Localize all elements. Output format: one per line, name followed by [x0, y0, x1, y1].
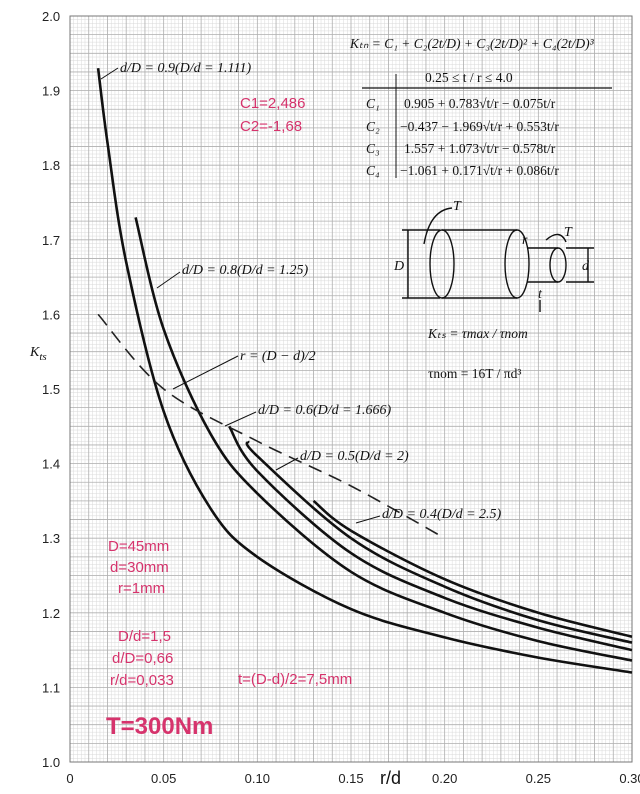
note-D: D=45mm [108, 538, 169, 555]
leader-d08 [156, 271, 181, 289]
formula-main: Kₜₙ = C₁ + C₂(2t/D) + C₃(2t/D)² + C₄(2t/… [349, 36, 595, 51]
note-t: t=(D-d)/2=7,5mm [238, 671, 352, 688]
diagram-label-d: d [582, 259, 590, 274]
formula-block: Kₜₙ = C₁ + C₂(2t/D) + C₃(2t/D)² + C₄(2t/… [349, 36, 612, 178]
y-tick-label: 1.9 [42, 84, 60, 99]
x-tick-label: 0.15 [338, 771, 363, 786]
y-tick-label: 1.6 [42, 307, 60, 322]
shaft-diagram [402, 207, 594, 312]
x-tick-label: 0.30 [619, 771, 640, 786]
series-curve-0 [96, 68, 633, 674]
series-curve-4 [312, 499, 633, 638]
coef-c3-name: C₃ [366, 141, 380, 156]
diagram-label-D: D [393, 259, 404, 274]
tnom-definition: τnom = 16T / πd³ [428, 366, 521, 381]
kts-definition: Kₜₛ = τmax / τnom [427, 326, 528, 341]
diagram-label-T-top: T [453, 199, 462, 214]
label-dash: r = (D − d)/2 [240, 349, 316, 364]
x-tick-label: 0.20 [432, 771, 457, 786]
note-Dd: D/d=1,5 [118, 628, 171, 645]
diagram-label-T-right: T [564, 225, 573, 240]
diagram-label-t: t [538, 287, 543, 302]
coef-c2-value: −0.437 − 1.969√t/r + 0.553t/r [400, 119, 559, 134]
coef-c4-value: −1.061 + 0.171√t/r + 0.086t/r [400, 163, 559, 178]
tick-labels: 1.0 1.1 1.2 1.3 1.4 1.5 1.6 1.7 1.8 1.9 2.0 0 0.05 0.… [42, 9, 640, 786]
leader-d09 [100, 67, 119, 80]
coef-c1-name: C₁ [366, 96, 380, 111]
y-tick-label: 1.0 [42, 755, 60, 770]
leader-dash [172, 355, 239, 390]
leader-d04 [355, 515, 381, 524]
label-d06: d/D = 0.6(D/d = 1.666) [258, 403, 392, 418]
label-d08: d/D = 0.8(D/d = 1.25) [182, 263, 309, 278]
x-axis-label: r/d [380, 768, 401, 788]
curves [96, 68, 633, 674]
note-rd: r/d=0,033 [110, 672, 174, 689]
plot-frame [69, 15, 633, 763]
shaft-shoulder [504, 229, 530, 299]
coef-c3-value: 1.557 + 1.073√t/r − 0.578t/r [404, 141, 556, 156]
note-c2: C2=-1,68 [240, 118, 302, 135]
leader-d05 [275, 457, 299, 471]
label-d04: d/D = 0.4(D/d = 2.5) [382, 507, 502, 522]
x-tick-label: 0.05 [151, 771, 176, 786]
coef-c1-value: 0.905 + 0.783√t/r − 0.075t/r [404, 96, 556, 111]
formula-range: 0.25 ≤ t / r ≤ 4.0 [425, 70, 513, 85]
x-tick-label: 0.25 [526, 771, 551, 786]
note-dD: d/D=0,66 [112, 650, 173, 667]
y-tick-label: 2.0 [42, 9, 60, 24]
series-curve-2 [228, 425, 633, 652]
y-tick-label: 1.2 [42, 606, 60, 621]
y-tick-label: 1.8 [42, 158, 60, 173]
series-curve-1 [134, 217, 633, 662]
shaft-right-end [549, 247, 567, 283]
y-tick-label: 1.4 [42, 457, 60, 472]
grid [69, 15, 633, 763]
diagram-label-r: r [522, 233, 528, 248]
note-r: r=1mm [118, 580, 165, 597]
series-curve-3 [245, 440, 633, 644]
y-tick-label: 1.1 [42, 680, 60, 695]
series-dashed-limit [97, 313, 446, 539]
note-c1: C1=2,486 [240, 95, 305, 112]
y-tick-label: 1.5 [42, 382, 60, 397]
coef-c4-name: C₄ [366, 163, 380, 178]
label-d05: d/D = 0.5(D/d = 2) [300, 449, 409, 464]
note-d: d=30mm [110, 559, 169, 576]
y-tick-label: 1.3 [42, 531, 60, 546]
x-tick-label: 0.10 [245, 771, 270, 786]
coef-c2-name: C₂ [366, 119, 380, 134]
note-T: T=300Nm [106, 713, 213, 740]
leader-d06 [224, 411, 257, 427]
label-d09: d/D = 0.9(D/d = 1.111) [120, 61, 251, 76]
x-tick-label: 0 [66, 771, 73, 786]
y-tick-label: 1.7 [42, 233, 60, 248]
